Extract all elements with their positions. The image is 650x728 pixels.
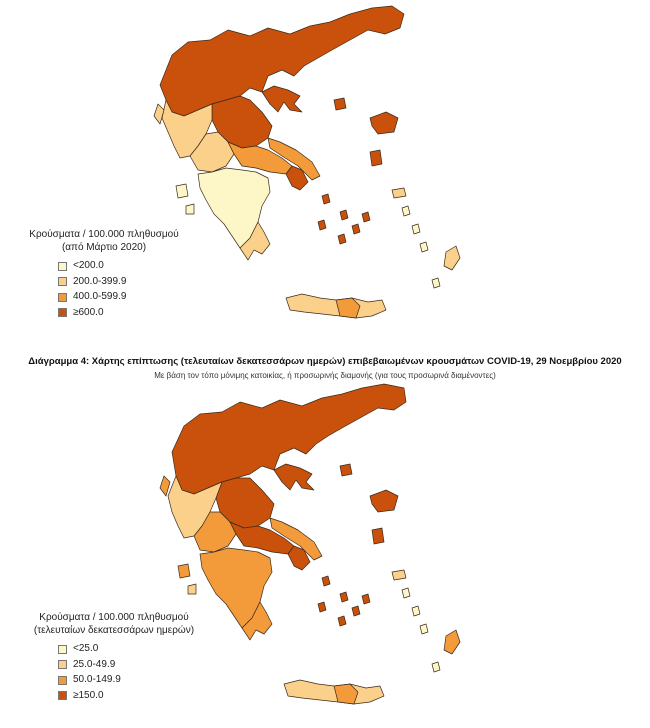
island-kefalonia	[177, 563, 191, 579]
islands-cyclades	[317, 575, 371, 627]
legend-item: 25.0-49.9	[58, 659, 214, 672]
island-chios	[371, 527, 385, 545]
island-samos	[391, 569, 407, 581]
legend-item: <200.0	[58, 260, 194, 273]
region-peloponnese-south	[241, 601, 273, 641]
region-peloponnese-south	[239, 221, 271, 261]
island-lesvos	[369, 111, 399, 135]
island-chios	[369, 149, 383, 167]
legend-swatch	[58, 644, 67, 654]
region-halkidiki	[273, 463, 315, 491]
legend-item: ≥600.0	[58, 307, 194, 320]
legend-item: <25.0	[58, 643, 214, 656]
fourteen-day-incidence-map: Κρούσματα / 100.000 πληθυσμού (τελευταίω…	[0, 380, 650, 728]
island-lesvos	[369, 489, 399, 513]
island-corfu	[153, 103, 165, 125]
greece-map-1	[153, 5, 461, 319]
legend-swatch	[58, 308, 67, 318]
islands-dodecanese	[401, 205, 441, 289]
island-rhodes	[443, 245, 461, 271]
island-samos	[391, 187, 407, 199]
island-crete	[283, 679, 385, 705]
island-kefalonia	[175, 183, 189, 199]
island-limnos	[339, 463, 353, 477]
legend-item: 200.0-399.9	[58, 276, 194, 289]
island-limnos	[333, 97, 347, 111]
legend-item: 50.0-149.9	[58, 674, 214, 687]
legend-swatch	[58, 691, 67, 701]
island-corfu	[159, 475, 171, 497]
island-crete-heraklion	[333, 683, 359, 705]
legend-swatch	[58, 261, 67, 271]
island-zakynthos	[187, 583, 197, 595]
legend-item: 400.0-599.9	[58, 291, 194, 304]
figure-caption-title: Διάγραμμα 4: Χάρτης επίπτωσης (τελευταίω…	[28, 356, 622, 367]
region-attica	[285, 165, 309, 191]
figure-caption-subtitle: Με βάση τον τόπο μόνιμης κατοικίας, ή πρ…	[154, 371, 496, 380]
legend-title: Κρούσματα / 100.000 πληθυσμού (από Μάρτι…	[29, 229, 179, 253]
island-crete-heraklion	[335, 297, 361, 319]
region-attica	[287, 545, 311, 571]
region-evia	[267, 137, 321, 181]
island-zakynthos	[185, 203, 195, 215]
cumulative-incidence-map: Κρούσματα / 100.000 πληθυσμού (από Μάρτι…	[0, 0, 650, 340]
legend-swatch	[58, 660, 67, 670]
legend-map-1: Κρούσματα / 100.000 πληθυσμού (από Μάρτι…	[14, 229, 194, 319]
island-rhodes	[443, 629, 461, 655]
island-crete	[285, 293, 387, 319]
islands-cyclades	[317, 193, 371, 245]
region-thessaly	[215, 477, 275, 529]
legend-swatch	[58, 277, 67, 287]
legend-swatch	[58, 292, 67, 302]
legend-title: Κρούσματα / 100.000 πληθυσμού (τελευταίω…	[33, 612, 195, 636]
legend-item: ≥150.0	[58, 690, 214, 703]
legend-map-2: Κρούσματα / 100.000 πληθυσμού (τελευταίω…	[14, 612, 214, 702]
legend-swatch	[58, 675, 67, 685]
region-halkidiki	[261, 85, 303, 113]
region-evia	[269, 517, 323, 561]
greece-map-2	[159, 383, 461, 705]
islands-dodecanese	[401, 587, 441, 673]
